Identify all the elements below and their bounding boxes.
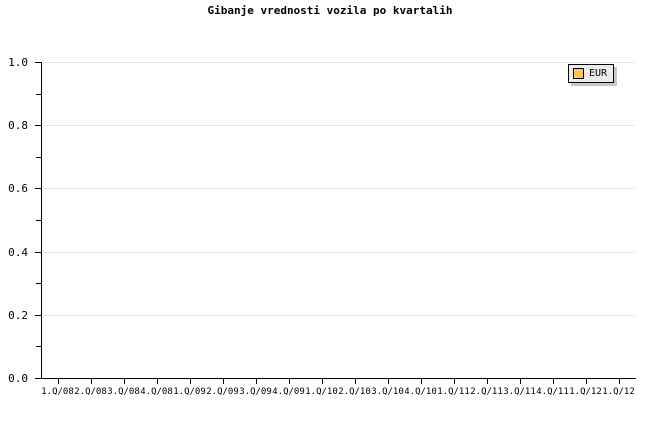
x-axis-tick <box>421 379 422 384</box>
x-axis-tick <box>619 379 620 384</box>
x-axis-tick-label: 4.Q/09 <box>272 387 305 397</box>
x-axis-tick-label: 2.Q/11 <box>470 387 503 397</box>
y-axis-tick-label: 0.4 <box>8 246 28 259</box>
x-axis-tick-label: 1.Q/08 <box>41 387 74 397</box>
x-axis-tick <box>58 379 59 384</box>
x-axis-tick <box>388 379 389 384</box>
chart-legend[interactable]: EUR <box>568 64 615 83</box>
plot-area <box>41 62 635 378</box>
x-axis-tick-label: 1.Q/12 <box>569 387 602 397</box>
x-axis-tick <box>586 379 587 384</box>
y-axis-tick-major <box>35 62 41 63</box>
y-axis-tick-major <box>35 378 41 379</box>
x-axis-tick <box>157 379 158 384</box>
y-axis-spine <box>41 62 42 379</box>
y-axis-tick-minor <box>36 346 41 347</box>
x-axis-tick <box>256 379 257 384</box>
x-axis-tick <box>454 379 455 384</box>
y-axis-tick-major <box>35 125 41 126</box>
legend-label-eur: EUR <box>589 68 608 79</box>
y-axis-tick-major <box>35 188 41 189</box>
gridline-horizontal <box>41 62 635 63</box>
x-axis-tick <box>190 379 191 384</box>
gridline-horizontal <box>41 125 635 126</box>
x-axis-tick-label: 3.Q/09 <box>239 387 272 397</box>
y-axis-tick-minor <box>36 283 41 284</box>
x-axis-tick <box>520 379 521 384</box>
x-axis-tick-label: 4.Q/11 <box>536 387 569 397</box>
legend-swatch-eur <box>573 68 584 79</box>
y-axis-tick-label: 0.8 <box>8 119 28 132</box>
x-axis-tick <box>289 379 290 384</box>
x-axis-tick-label: 4.Q/08 <box>140 387 173 397</box>
y-axis-tick-minor <box>36 157 41 158</box>
gridline-horizontal <box>41 188 635 189</box>
x-axis-tick <box>553 379 554 384</box>
x-axis-spine <box>41 378 636 379</box>
x-axis-tick <box>322 379 323 384</box>
x-axis-tick-label: 1.Q/09 <box>173 387 206 397</box>
x-axis-tick-label: 3.Q/11 <box>503 387 536 397</box>
y-axis-tick-major <box>35 315 41 316</box>
gridline-horizontal <box>41 252 635 253</box>
chart-title: Gibanje vrednosti vozila po kvartalih <box>207 4 453 17</box>
x-axis-tick <box>355 379 356 384</box>
x-axis-tick-label: 3.Q/10 <box>371 387 404 397</box>
y-axis-tick-label: 0.2 <box>8 309 28 322</box>
x-axis-tick <box>124 379 125 384</box>
y-axis-tick-label: 0.6 <box>8 182 28 195</box>
y-axis-tick-label: 1.0 <box>8 56 28 69</box>
y-axis-tick-minor <box>36 94 41 95</box>
y-axis-tick-label: 0.0 <box>8 372 28 385</box>
x-axis-tick <box>223 379 224 384</box>
x-axis-tick <box>91 379 92 384</box>
x-axis-tick <box>487 379 488 384</box>
y-axis-tick-minor <box>36 220 41 221</box>
x-axis-tick-label: 3.Q/08 <box>107 387 140 397</box>
x-axis-tick-label: 2.Q/09 <box>206 387 239 397</box>
x-axis-tick-label: 1.Q/12 <box>602 387 635 397</box>
y-axis-tick-major <box>35 252 41 253</box>
x-axis-tick-label: 1.Q/11 <box>437 387 470 397</box>
x-axis-tick-label: 2.Q/08 <box>74 387 107 397</box>
x-axis-tick-label: 2.Q/10 <box>338 387 371 397</box>
gridline-horizontal <box>41 315 635 316</box>
x-axis-tick-label: 1.Q/10 <box>305 387 338 397</box>
x-axis-tick-label: 4.Q/10 <box>404 387 437 397</box>
